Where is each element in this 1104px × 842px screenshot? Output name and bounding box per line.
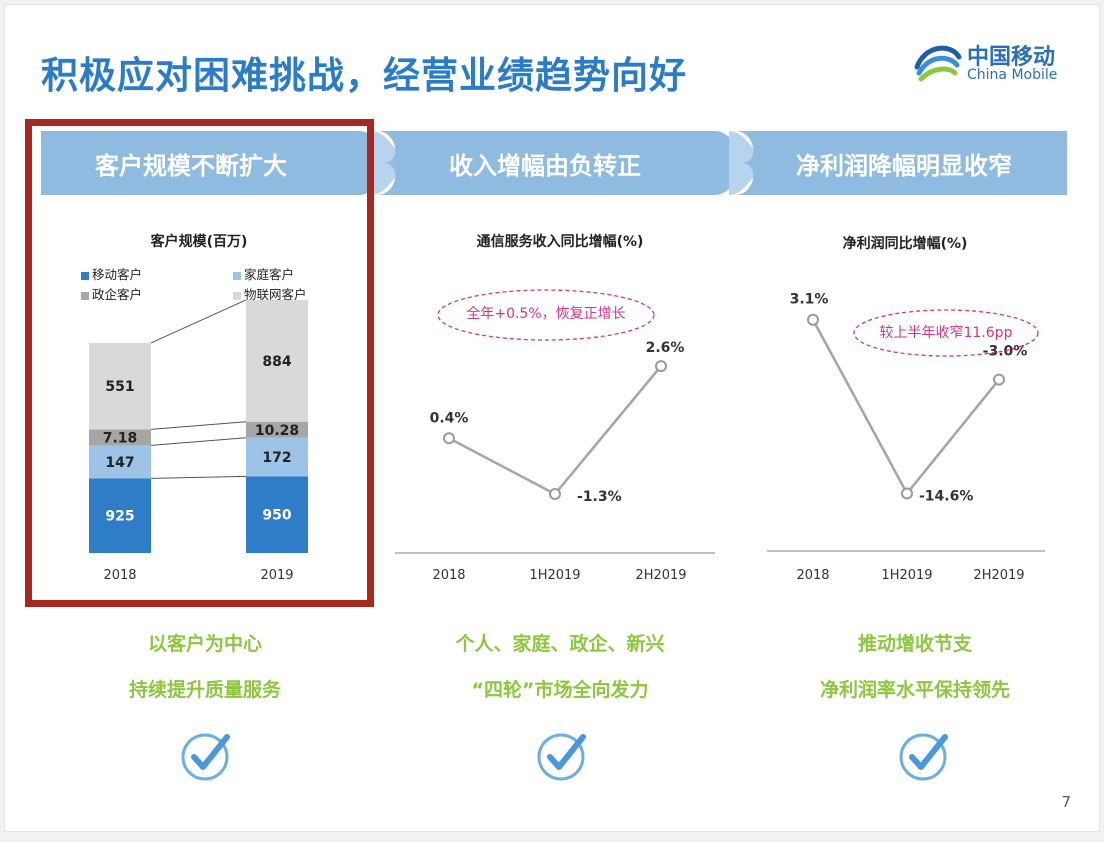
- callout-net-profit: 较上半年收窄11.6pp: [851, 307, 1041, 359]
- data-label: 10.28: [255, 423, 299, 439]
- x-tick-label: 2018: [796, 568, 829, 583]
- summary-2-line-2: “四轮”市场全向发力: [471, 679, 649, 701]
- callout-ellipse: [437, 289, 655, 341]
- legend-label: 政企客户: [92, 287, 143, 302]
- data-point: [549, 488, 561, 501]
- callout-net-profit-text: 较上半年收窄11.6pp: [879, 325, 1013, 341]
- logo-en-text: China Mobile: [967, 67, 1058, 83]
- slide-title: 积极应对困难挑战，经营业绩趋势向好: [41, 54, 687, 97]
- legend-item-iot: 物联网客户: [233, 284, 307, 303]
- bar-segment: [89, 342, 151, 430]
- summary-3-line-1: 推动增收节支: [857, 633, 972, 655]
- banner-customer-scale: 客户规模不断扩大: [95, 152, 287, 180]
- bar-segment: [89, 445, 151, 479]
- revenue-line-chart: 0.4% -1.3% 2.6% 2018 1H2019 2H2019: [395, 340, 715, 583]
- data-label: 0.4%: [430, 410, 469, 426]
- bar-segment: [246, 437, 308, 477]
- legend-item-enterprise: 政企客户: [81, 284, 142, 303]
- connector-line: [150, 299, 247, 344]
- data-label: 2.6%: [646, 340, 685, 356]
- summary-2-line-1: 个人、家庭、政企、新兴: [455, 633, 665, 655]
- data-label: 147: [105, 455, 134, 471]
- x-tick-label: 2018: [103, 568, 136, 583]
- banner-net-profit: 净利润降幅明显收窄: [796, 152, 1012, 180]
- x-tick-label: 2018: [432, 568, 465, 583]
- logo-cn-text: 中国移动: [967, 45, 1056, 70]
- chart-title-customers: 客户规模(百万): [150, 234, 248, 250]
- connector-line: [150, 437, 247, 446]
- chart-title-revenue: 通信服务收入同比增幅(%): [476, 234, 644, 250]
- legend-swatch: [233, 291, 241, 300]
- net-profit-line-chart: 3.1% -14.6% -3.0% 2018 1H2019 2H2019: [767, 292, 1045, 583]
- series-line: [448, 365, 663, 496]
- data-point: [443, 432, 455, 445]
- legend-label: 物联网客户: [244, 287, 307, 302]
- summary-3-line-2: 净利润率水平保持领先: [819, 679, 1010, 701]
- legend-swatch: [233, 271, 241, 280]
- check-circle-icon: [537, 733, 586, 781]
- data-label: 172: [262, 450, 291, 466]
- legend-swatch: [81, 291, 89, 300]
- data-label: 7.18: [103, 430, 138, 446]
- china-mobile-logo-icon: [914, 45, 962, 82]
- data-label: -1.3%: [577, 489, 622, 505]
- highlight-frame: [25, 119, 374, 607]
- data-label: 3.1%: [790, 292, 829, 308]
- data-label: 551: [105, 379, 134, 395]
- x-tick-label: 1H2019: [529, 568, 580, 583]
- bar-segment: [246, 476, 308, 553]
- callout-revenue-text: 全年+0.5%，恢复正增长: [466, 306, 626, 322]
- bar-segment: [246, 299, 308, 422]
- legend-label: 家庭客户: [244, 267, 295, 282]
- check-circle-icon: [181, 733, 230, 781]
- x-tick-label: 2019: [260, 568, 293, 583]
- banner-ribbon: [41, 131, 1067, 195]
- data-point: [807, 313, 819, 326]
- bar-segment: [246, 421, 308, 438]
- callout-ellipse: [853, 309, 1039, 357]
- data-label: 925: [105, 509, 134, 525]
- slide: 积极应对困难挑战，经营业绩趋势向好 中国移动 China Mobile 客户规模…: [4, 4, 1100, 832]
- legend-label: 移动客户: [92, 267, 143, 282]
- data-label: 950: [262, 508, 291, 524]
- bar-segment: [89, 478, 151, 553]
- legend-item-mobile: 移动客户: [81, 264, 142, 283]
- stacked-bar-chart: 925 147 7.18 551 2018 950 172 10.28 884 2019: [89, 299, 308, 583]
- bar-segment: [89, 429, 151, 446]
- data-point: [655, 360, 667, 373]
- callout-revenue: 全年+0.5%，恢复正增长: [435, 287, 657, 343]
- data-point: [901, 487, 913, 500]
- data-label: 884: [262, 354, 291, 370]
- page-number: 7: [1061, 793, 1071, 811]
- summary-1-line-2: 持续提升质量服务: [128, 679, 281, 701]
- chart-title-net-profit: 净利润同比增幅(%): [842, 236, 968, 252]
- check-circle-icon: [899, 733, 948, 781]
- data-label: -14.6%: [919, 488, 973, 504]
- data-point: [993, 373, 1005, 386]
- legend-item-home: 家庭客户: [233, 264, 294, 283]
- summary-1-line-1: 以客户为中心: [147, 633, 262, 655]
- legend-swatch: [81, 271, 89, 280]
- x-tick-label: 2H2019: [973, 568, 1024, 583]
- connector-line: [150, 475, 247, 479]
- data-label: -3.0%: [983, 344, 1028, 360]
- banner-revenue-growth: 收入增幅由负转正: [449, 152, 641, 180]
- x-tick-label: 1H2019: [881, 568, 932, 583]
- x-tick-label: 2H2019: [635, 568, 686, 583]
- connector-line: [150, 421, 247, 430]
